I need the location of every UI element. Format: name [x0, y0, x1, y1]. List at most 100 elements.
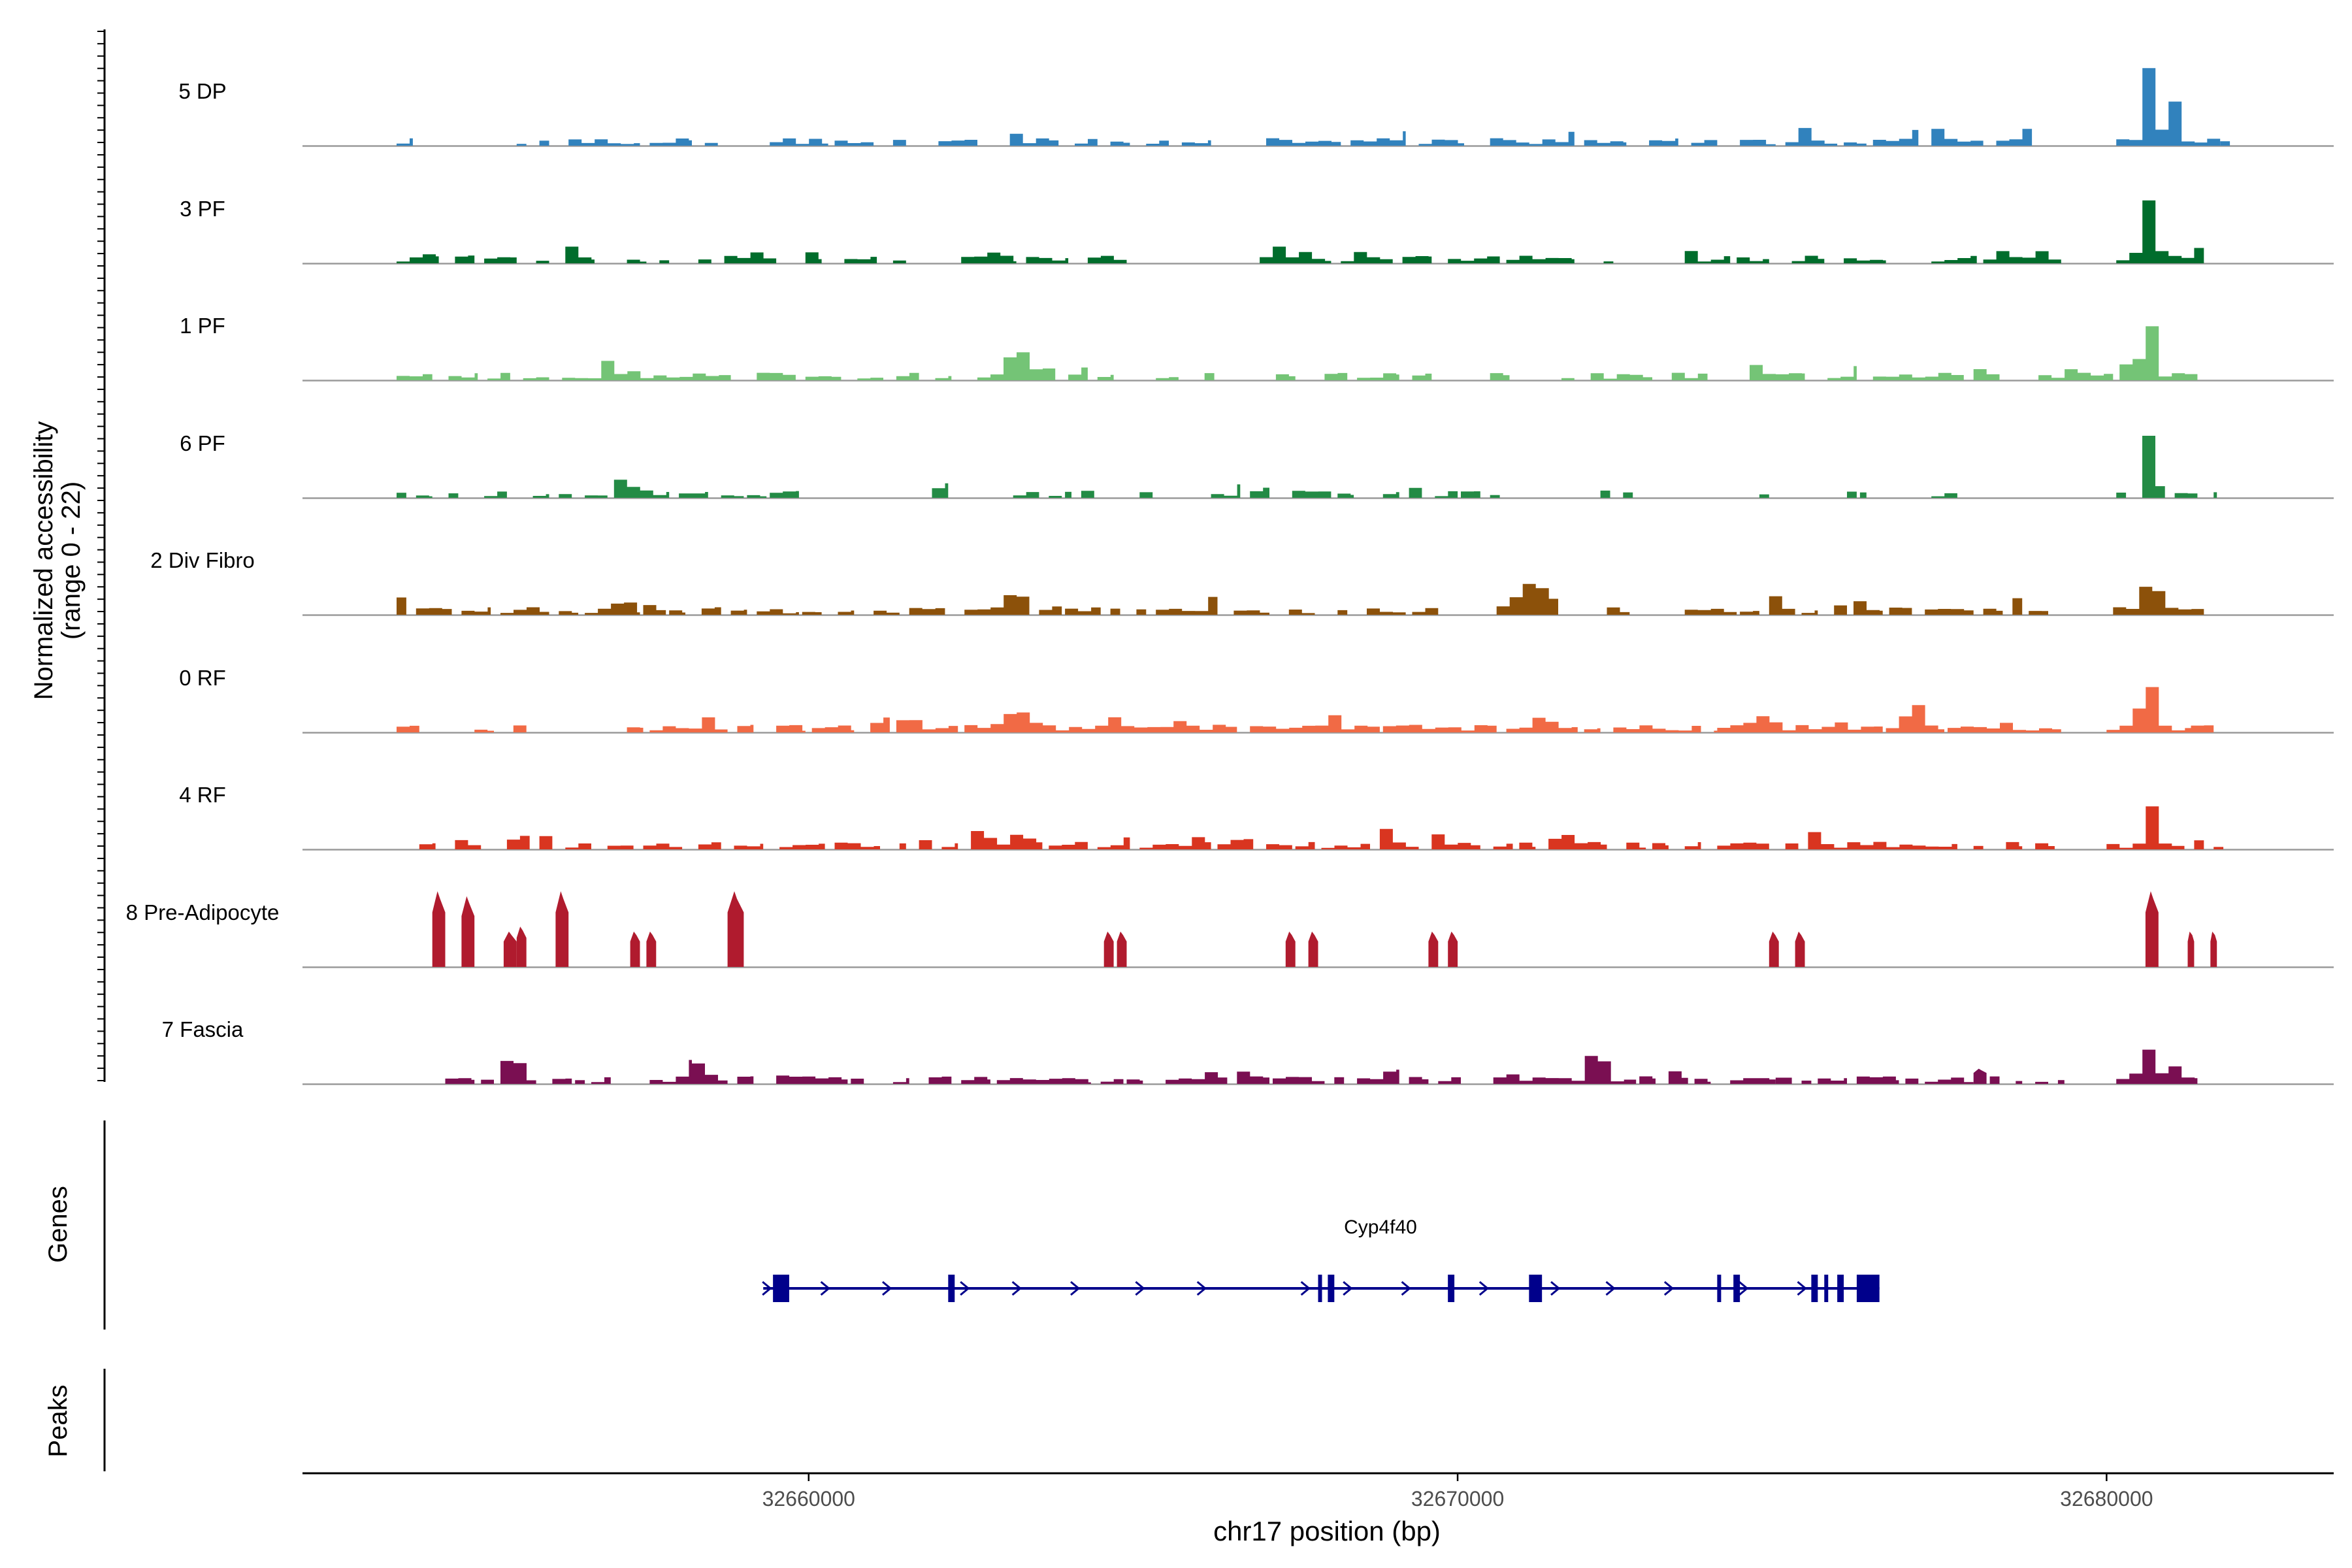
coverage-region [1607, 607, 1630, 615]
track-label: 3 PF [180, 197, 225, 221]
coverage-region [730, 610, 747, 615]
coverage-region [397, 725, 419, 732]
coverage-region [1026, 257, 1069, 263]
coverage-region [455, 840, 482, 849]
coverage-region [1409, 487, 1422, 498]
coverage-region [627, 259, 647, 263]
coverage-region [1750, 365, 1805, 380]
coverage-region [1337, 493, 1354, 498]
coverage-region [1166, 1072, 1228, 1084]
coverage-region [1519, 842, 1536, 849]
coverage-region [1989, 1076, 2000, 1084]
coverage-region [1139, 837, 1211, 849]
coverage-region [565, 246, 595, 263]
gene-exon [1717, 1275, 1722, 1302]
coverage-region [1204, 373, 1215, 380]
track-label: 0 RF [179, 666, 226, 690]
coverage-region [607, 845, 634, 849]
coverage-region [500, 607, 549, 615]
coverage-region [964, 595, 1030, 615]
coverage-region [1110, 608, 1120, 615]
coverage-region [1237, 1071, 1269, 1084]
coverage-region [1337, 610, 1348, 615]
coverage-region [909, 608, 945, 615]
coverage-region [1266, 844, 1292, 849]
coverage-region [1382, 492, 1399, 498]
coverage-region [757, 372, 796, 380]
coverage-region [1097, 837, 1130, 849]
coverage-region [1785, 843, 1799, 849]
coverage-region [747, 495, 767, 498]
track-3-pf: 3 PF [180, 197, 2334, 265]
strand-arrow [762, 1281, 772, 1296]
strand-arrow [1663, 1281, 1674, 1296]
coverage-region [1671, 372, 1708, 380]
coverage-region [1412, 373, 1432, 380]
coverage-region [961, 252, 1017, 263]
coverage-region [1418, 139, 1464, 146]
coverage-region [506, 836, 530, 849]
coverage-region [935, 376, 952, 380]
coverage-region [928, 1076, 952, 1084]
coverage-region [1357, 1070, 1399, 1084]
coverage-region [1791, 255, 1825, 263]
coverage-region [892, 1078, 909, 1084]
track-0-rf: 0 RF [179, 666, 2334, 734]
gene-exon [1733, 1275, 1740, 1302]
coverage-region [919, 840, 932, 849]
coverage-region [1925, 1077, 1974, 1084]
strand-arrow [1797, 1281, 1807, 1296]
coverage-region [1827, 366, 1857, 380]
coverage-region [1639, 1076, 1656, 1084]
coverage-region [892, 140, 906, 146]
coverage-region [448, 373, 478, 380]
coverage-region [776, 1075, 848, 1084]
coverage-region [1081, 491, 1094, 498]
gene-exon [1529, 1275, 1543, 1302]
coverage-block [1973, 1068, 1987, 1084]
coverage-region [1075, 139, 1098, 146]
coverage-region [770, 491, 799, 498]
coverage-region [1039, 606, 1062, 615]
coverage-region [1931, 493, 1957, 498]
coverage-region [2191, 725, 2214, 732]
coverage-region [1493, 1056, 1637, 1084]
coverage-region [1009, 133, 1059, 146]
coverage-region [1097, 374, 1114, 380]
coverage-region [802, 612, 822, 615]
coverage-region [2213, 492, 2217, 498]
coverage-region [737, 725, 754, 732]
track-label: 8 Pre-Adipocyte [126, 900, 280, 924]
coverage-region [1872, 129, 1919, 146]
coverage-region [892, 260, 906, 263]
coverage-region [559, 611, 579, 615]
track-label: 2 Div Fibro [150, 548, 255, 572]
coverage-region [2220, 141, 2230, 146]
coverage-region [1341, 252, 1393, 263]
coverage-region [896, 720, 958, 732]
coverage-region [734, 843, 764, 849]
coverage-region [721, 495, 744, 498]
track-1-pf: 1 PF [180, 314, 2334, 382]
coverage-region [1714, 730, 1718, 732]
coverage-region [2029, 611, 2048, 615]
coverage-block [1769, 931, 1779, 967]
coverage-region [643, 605, 666, 615]
coverage-region [1859, 492, 1867, 498]
coverage-region [1448, 256, 1500, 263]
coverage-region [1233, 610, 1269, 615]
strand-arrow [1401, 1281, 1411, 1296]
coverage-region [811, 725, 855, 732]
coverage-region [1292, 491, 1331, 498]
track-label: 7 Fascia [162, 1017, 244, 1041]
coverage-region [1156, 377, 1179, 380]
coverage-region [977, 352, 1056, 380]
coverage-region [1691, 140, 1718, 146]
coverage-region [757, 609, 799, 615]
gene-track [762, 1275, 1880, 1302]
coverage-block [503, 931, 517, 967]
coverage-region [1136, 609, 1147, 615]
coverage-region [1584, 728, 1601, 732]
y-axis-label-line1: Normalized accessibility [29, 421, 58, 700]
coverage-region [1889, 608, 1912, 615]
